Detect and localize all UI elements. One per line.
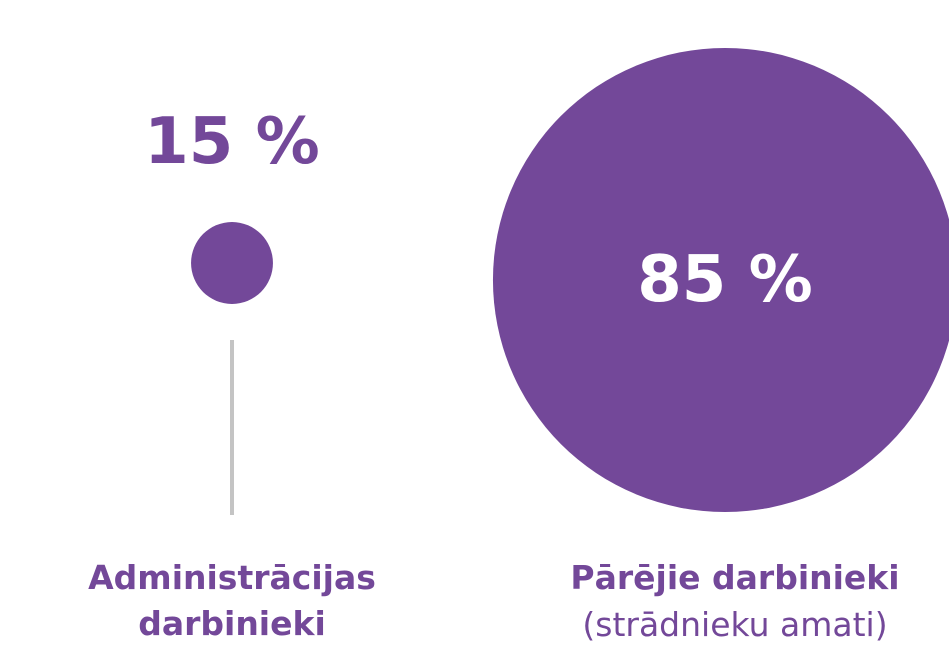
bubble [191, 222, 273, 304]
category-label: Administrācijas darbinieki [88, 558, 376, 643]
annotation: (strādnieku amati) [582, 605, 888, 644]
category-label: Pārējie darbinieki [570, 558, 900, 597]
value-label: 85 % [637, 243, 813, 317]
value-label: 15 % [144, 105, 320, 180]
bubble [493, 48, 949, 512]
